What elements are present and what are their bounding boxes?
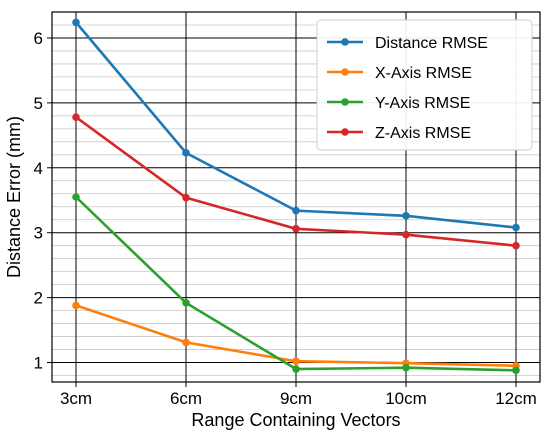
series-distance-rmse [72, 18, 520, 232]
x-tick-label: 12cm [495, 389, 537, 408]
data-point [72, 193, 80, 201]
series-layer [72, 18, 520, 375]
legend-label: Z-Axis RMSE [375, 125, 471, 142]
x-tick-label: 10cm [385, 389, 427, 408]
x-tick-label: 6cm [170, 389, 202, 408]
legend-item: X-Axis RMSE [327, 65, 472, 82]
legend-swatch-marker [341, 128, 349, 136]
legend: Distance RMSE X-Axis RMSE Y-Axis RMSE Z-Axi… [316, 19, 533, 151]
data-point [72, 301, 80, 310]
data-point [402, 212, 410, 220]
legend-swatch-marker [341, 68, 349, 76]
y-tick-label: 1 [34, 354, 43, 373]
y-tick-label: 4 [34, 159, 43, 178]
data-point [182, 338, 190, 347]
y-axis-label: Distance Error (mm) [4, 116, 24, 278]
legend-item: Y-Axis RMSE [327, 95, 470, 112]
legend-swatch-marker [341, 38, 349, 46]
data-point [292, 225, 300, 233]
y-axis-ticks: 1 2 3 4 5 6 [34, 29, 52, 373]
x-axis-ticks: 3cm 6cm 9cm 10cm 12cm [60, 382, 537, 408]
legend-label: Y-Axis RMSE [375, 95, 470, 112]
x-axis-label: Range Containing Vectors [191, 410, 400, 430]
data-point [182, 193, 190, 202]
data-point [292, 206, 300, 215]
x-tick-label: 9cm [280, 389, 312, 408]
legend-swatch-marker [341, 98, 349, 106]
legend-label: Distance RMSE [375, 35, 488, 52]
data-point [182, 299, 190, 307]
y-tick-label: 3 [34, 224, 43, 243]
data-point [512, 366, 520, 375]
data-point [512, 223, 520, 232]
data-point [402, 230, 410, 239]
y-tick-label: 2 [34, 289, 43, 308]
data-point [402, 363, 410, 372]
data-point [292, 365, 300, 373]
data-point [182, 149, 190, 157]
data-point [512, 241, 520, 250]
legend-item: Distance RMSE [327, 35, 488, 52]
y-tick-label: 6 [34, 29, 43, 48]
y-tick-label: 5 [34, 94, 43, 113]
series-z-axis-rmse [72, 113, 520, 250]
data-point [292, 357, 300, 366]
legend-item: Z-Axis RMSE [327, 125, 471, 142]
legend-label: X-Axis RMSE [375, 65, 472, 82]
data-point [72, 18, 80, 27]
legend-box [316, 19, 533, 151]
series-y-axis-rmse [72, 193, 520, 375]
data-point [72, 113, 80, 121]
x-tick-label: 3cm [60, 389, 92, 408]
